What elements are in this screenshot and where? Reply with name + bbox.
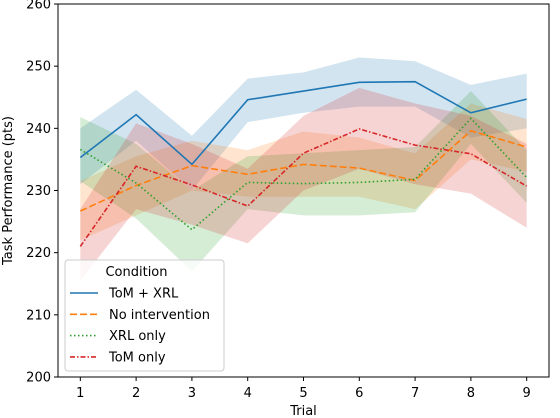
x-tick-label: 2 [132, 386, 140, 401]
x-axis: 1 2 3 4 5 6 7 8 9 [76, 377, 531, 401]
x-tick-label: 8 [467, 386, 475, 401]
y-tick-label: 200 [26, 371, 51, 386]
x-tick-label: 6 [355, 386, 363, 401]
y-tick-label: 240 [26, 122, 51, 137]
legend-entry-3: ToM only [108, 350, 166, 365]
legend-title: Condition [105, 265, 167, 280]
y-tick-label: 250 [26, 60, 51, 75]
y-tick-label: 210 [26, 308, 51, 323]
x-tick-label: 1 [76, 386, 84, 401]
legend-entry-0: ToM + XRL [108, 287, 179, 302]
series-lines [79, 80, 528, 247]
y-axis-label: Task Performance (pts) [1, 116, 16, 266]
series-line-1 [79, 129, 527, 212]
legend-box [64, 259, 225, 372]
band-2 [80, 91, 527, 272]
series-line-3 [79, 128, 528, 247]
band-0 [80, 57, 527, 191]
confidence-bands [80, 57, 527, 281]
y-tick-label: 230 [26, 184, 51, 199]
series-line-2 [79, 117, 528, 231]
y-tick-label: 260 [26, 0, 51, 13]
legend: Condition ToM + XRL No intervention XRL onl… [64, 259, 225, 372]
x-axis-label: Trial [289, 404, 317, 418]
legend-entry-2: XRL only [109, 329, 166, 344]
x-tick-label: 5 [299, 386, 307, 401]
y-axis: 200 210 220 230 240 250 260 [26, 0, 58, 386]
x-tick-label: 4 [244, 386, 252, 401]
x-tick-label: 7 [411, 386, 419, 401]
series-line-0 [79, 80, 527, 166]
x-tick-label: 9 [523, 386, 531, 401]
band-1 [80, 103, 527, 241]
legend-entry-1: No intervention [109, 308, 210, 323]
band-3 [80, 87, 527, 281]
y-tick-label: 220 [26, 246, 51, 261]
x-tick-label: 3 [188, 386, 196, 401]
